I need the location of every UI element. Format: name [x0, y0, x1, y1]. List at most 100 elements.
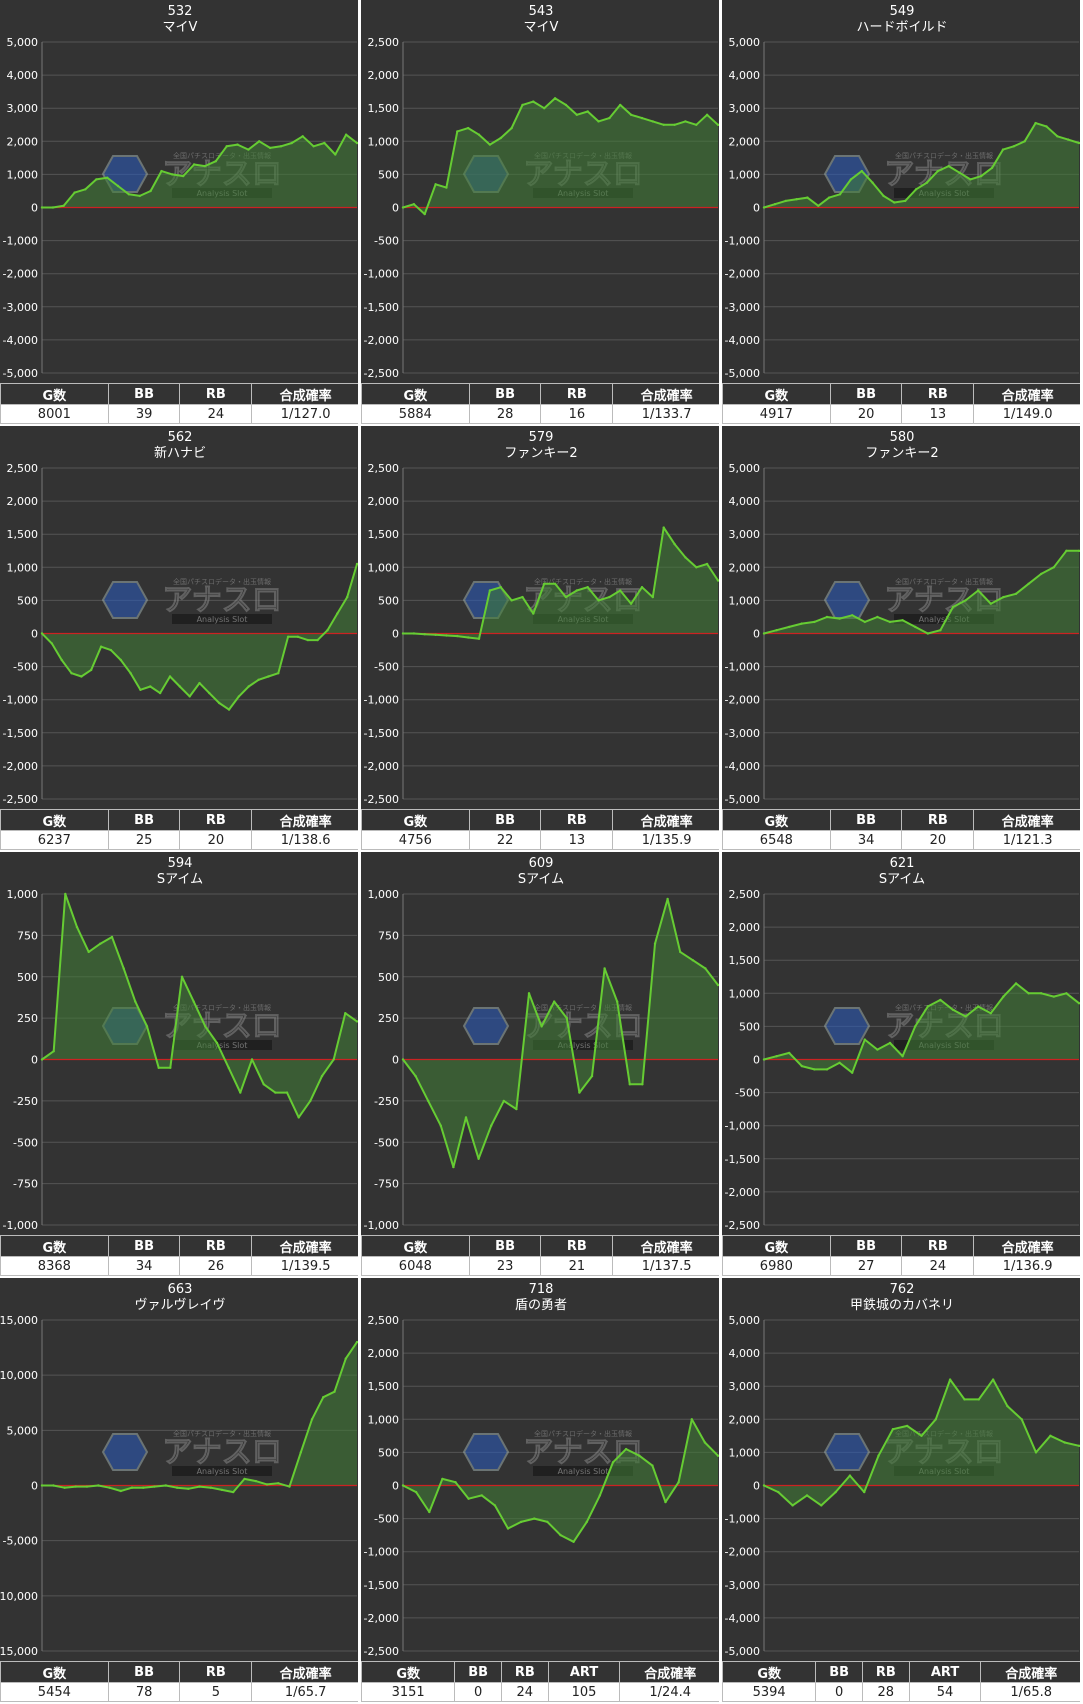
data-point: [288, 1485, 291, 1488]
stats-header: 合成確率: [251, 1661, 358, 1683]
y-tick-label: 500: [17, 594, 38, 607]
data-point: [991, 1378, 995, 1381]
data-point: [306, 638, 309, 642]
data-point: [110, 935, 114, 939]
data-point: [434, 633, 437, 636]
data-point: [73, 191, 76, 194]
watermark-top-text: 全国パチスロデータ・出玉情報: [173, 1429, 271, 1438]
y-tick-label: 1,000: [7, 888, 39, 901]
data-point: [227, 1066, 230, 1069]
data-point: [1002, 995, 1005, 998]
data-point: [355, 1020, 358, 1023]
y-tick-label: -750: [374, 1178, 399, 1191]
stats-header: RB: [540, 809, 614, 831]
series-line: [763, 982, 1080, 1074]
y-tick-label: -250: [13, 1095, 38, 1108]
data-point: [203, 164, 207, 168]
y-tick-label: -500: [374, 1513, 399, 1526]
data-point: [149, 685, 152, 688]
y-tick-label: -5,000: [725, 1645, 760, 1658]
data-point: [97, 1484, 100, 1487]
chart-panel: 594 Sアイム 1,000 750 500 250 0 -250 -500 -750 -1,000…: [0, 852, 360, 1278]
y-tick-label: 2,000: [729, 135, 761, 148]
stats-header: BB: [815, 1661, 863, 1683]
area-chart: 5,000 4,000 3,000 2,000 1,000 0 -1,000 -2,000 -3…: [725, 462, 1080, 806]
data-point: [863, 620, 866, 624]
data-point: [641, 1083, 644, 1086]
data-point: [414, 1490, 418, 1494]
data-point: [834, 1490, 837, 1494]
data-point: [891, 1428, 895, 1431]
data-point: [876, 1048, 879, 1051]
data-point: [332, 1058, 335, 1061]
stats-header: BB: [829, 383, 903, 405]
stats-header: RB: [901, 1235, 975, 1257]
stats-value: 0: [815, 1682, 863, 1702]
data-point: [277, 1482, 280, 1485]
stats-value: 13: [901, 404, 975, 424]
data-point: [310, 1418, 314, 1421]
stats-header: 合成確率: [973, 383, 1080, 405]
stats-table: G数 BB RB 合成確率 6548 34 20 1/121.3: [722, 809, 1080, 850]
data-point: [499, 136, 502, 140]
data-point: [1040, 992, 1043, 995]
data-point: [651, 120, 654, 123]
stats-header: BB: [107, 1661, 181, 1683]
y-tick-label: 0: [31, 202, 38, 215]
stats-table: G数 BB RB ART 合成確率 3151 0 24 105 1/24.4: [361, 1661, 719, 1702]
machine-number: 543: [528, 4, 554, 19]
data-point: [106, 176, 109, 179]
machine-name: Sアイム: [878, 872, 926, 887]
chart-panel: 762 甲鉄城のカバネリ 5,000 4,000 3,000 2,000 1,000 0 -1,…: [722, 1278, 1082, 1704]
data-point: [1049, 1434, 1052, 1437]
machine-number: 762: [889, 1282, 915, 1297]
data-point: [445, 186, 448, 189]
y-tick-label: 750: [17, 929, 38, 942]
data-point: [309, 1099, 312, 1103]
stats-value: 3151: [361, 1682, 456, 1702]
data-point: [519, 1520, 523, 1524]
data-point: [820, 1504, 823, 1507]
stats-value: 5454: [0, 1682, 109, 1702]
data-point: [704, 967, 707, 970]
y-tick-label: 1,000: [729, 987, 761, 1000]
y-tick-label: 2,000: [7, 495, 39, 508]
data-point: [109, 648, 113, 652]
data-point: [50, 642, 53, 645]
machine-number: 580: [889, 430, 915, 445]
stats-table: G数 BB RB 合成確率 5884 28 16 1/133.7: [361, 383, 719, 424]
data-point: [464, 1116, 468, 1119]
y-tick-label: 0: [31, 1480, 38, 1493]
y-tick-label: 2,000: [368, 495, 400, 508]
y-tick-label: 2,500: [729, 888, 761, 901]
data-point: [619, 103, 622, 107]
data-point: [456, 634, 459, 638]
stats-header: 合成確率: [973, 1235, 1080, 1257]
data-point: [1014, 592, 1018, 595]
stats-header: G数: [0, 1661, 109, 1683]
data-point: [268, 146, 272, 150]
data-point: [628, 1083, 631, 1086]
data-point: [838, 1061, 841, 1064]
stats-table: G数 BB RB 合成確率 6237 25 20 1/138.6: [0, 809, 358, 850]
y-tick-label: -250: [374, 1095, 399, 1108]
data-point: [532, 100, 535, 103]
data-point: [590, 1074, 594, 1078]
data-point: [888, 620, 892, 624]
stats-value: 24: [500, 1682, 549, 1702]
data-point: [477, 133, 481, 136]
y-tick-label: -2,500: [725, 1219, 760, 1232]
hexagon-logo-icon: [823, 1007, 871, 1045]
data-point: [533, 1517, 536, 1520]
stats-header: 合成確率: [612, 809, 719, 831]
y-tick-label: 4,000: [729, 495, 761, 508]
y-tick-label: 2,500: [368, 462, 400, 475]
data-point: [323, 141, 326, 145]
data-point: [926, 1005, 929, 1008]
area-chart: 2,500 2,000 1,500 1,000 500 0 -500 -1,000 -1,500…: [364, 36, 719, 380]
data-point: [825, 615, 829, 619]
data-point: [616, 1000, 619, 1003]
data-point: [145, 1025, 149, 1028]
data-point: [262, 1083, 265, 1086]
